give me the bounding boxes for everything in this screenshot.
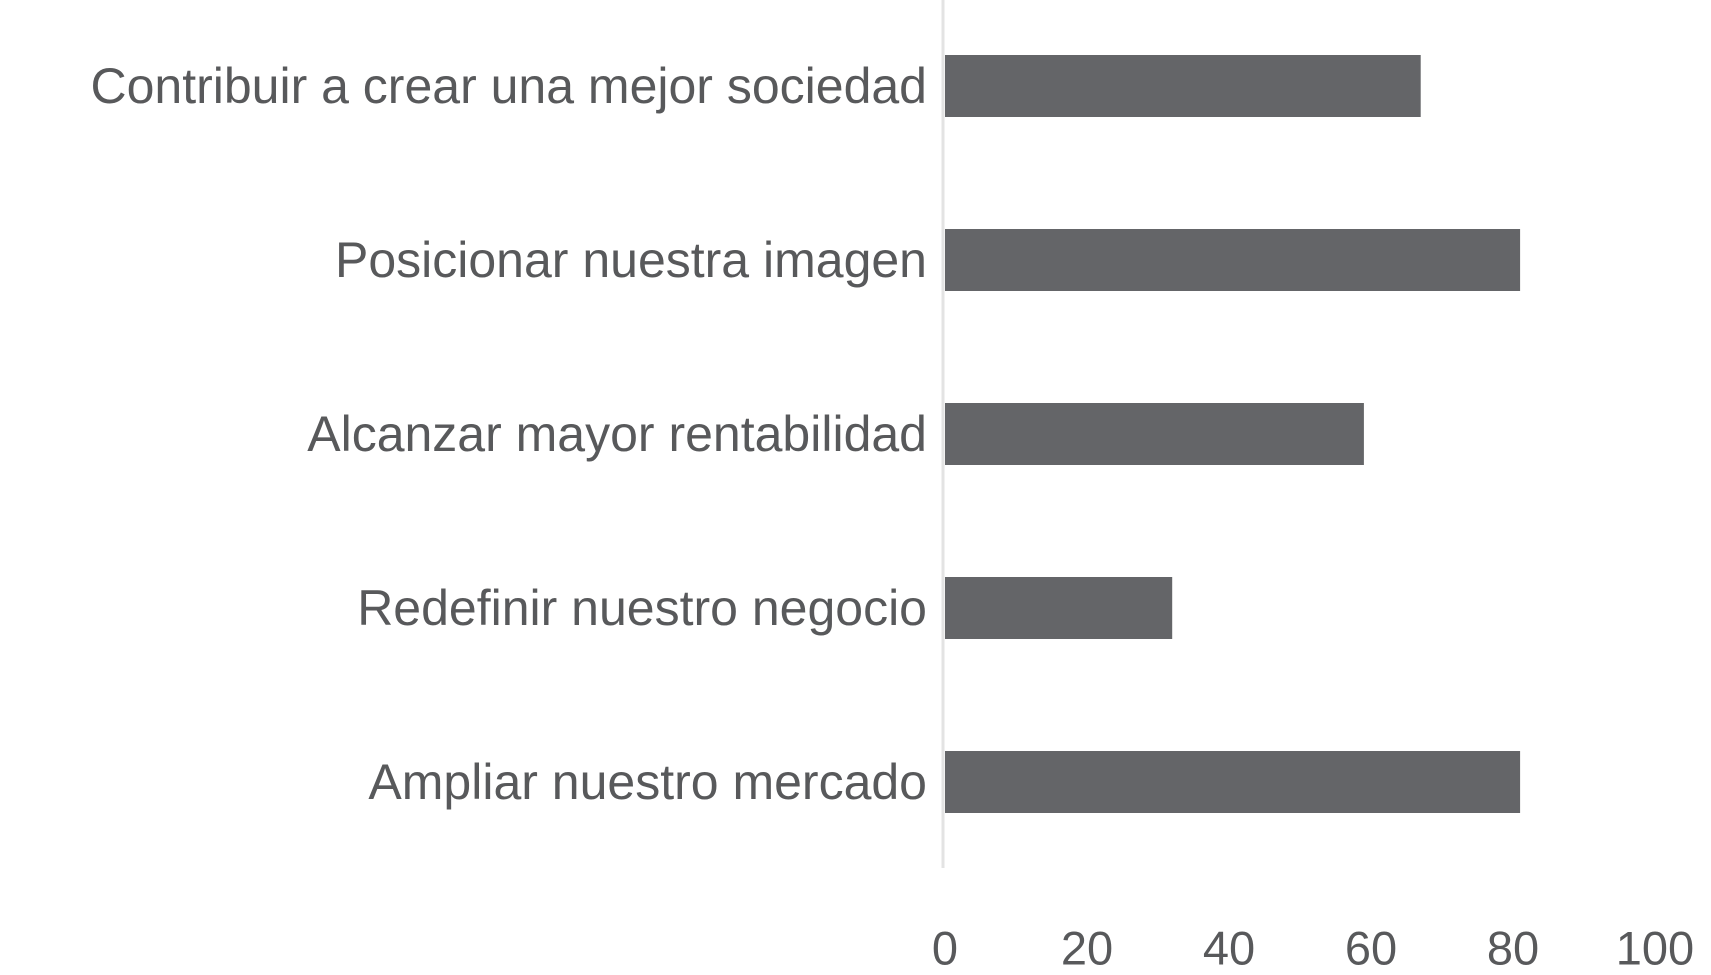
category-label-4: Ampliar nuestro mercado [368, 754, 927, 810]
x-tick-label-0: 0 [932, 922, 958, 975]
category-label-0: Contribuir a crear una mejor sociedad [90, 58, 927, 114]
bar-2 [945, 403, 1364, 465]
x-tick-label-60: 60 [1345, 922, 1397, 975]
x-tick-labels-group: 0 20 40 60 80 100 [932, 922, 1694, 975]
x-tick-label-100: 100 [1616, 922, 1694, 975]
category-label-1: Posicionar nuestra imagen [335, 232, 927, 288]
bars-group [945, 55, 1521, 813]
category-label-3: Redefinir nuestro negocio [357, 580, 927, 636]
bar-0 [945, 55, 1421, 117]
bar-3 [945, 577, 1173, 639]
x-tick-label-40: 40 [1203, 922, 1255, 975]
category-label-2: Alcanzar mayor rentabilidad [307, 406, 927, 462]
x-tick-label-20: 20 [1061, 922, 1113, 975]
x-tick-label-80: 80 [1487, 922, 1539, 975]
bar-4 [945, 751, 1521, 813]
bar-1 [945, 229, 1521, 291]
category-labels-group: Contribuir a crear una mejor sociedad Pos… [90, 58, 927, 810]
